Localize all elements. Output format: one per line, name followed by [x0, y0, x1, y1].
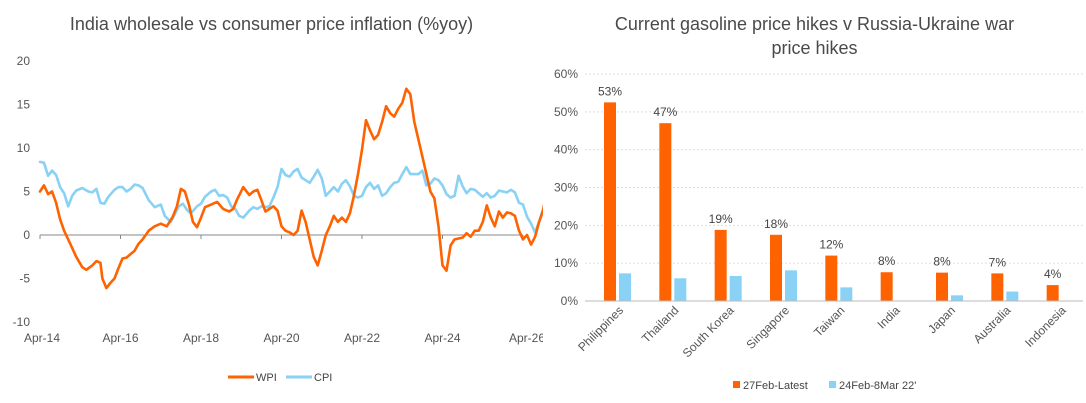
- y-tick-label: -5: [19, 272, 30, 286]
- legend-swatch-war: [829, 381, 836, 388]
- data-label: 7%: [989, 255, 1007, 269]
- y-tick-label: 30%: [554, 181, 578, 195]
- y-tick-label: 0%: [561, 294, 579, 308]
- y-tick-label: 5: [23, 185, 30, 199]
- category-label: Thailand: [639, 303, 681, 345]
- bar-latest-south-korea: [714, 229, 727, 301]
- inflation-line-chart: 20 15 10 5 0 -5 -10 Apr-14 Apr-16 Apr-18 Apr-20 Apr…: [13, 54, 543, 384]
- gasoline-chart-panel: Current gasoline price hikes v Russia-Uk…: [543, 0, 1086, 403]
- bar-latest-indonesia: [1046, 285, 1059, 301]
- legend-label-war: 24Feb-8Mar 22': [839, 380, 916, 392]
- bar-latest-japan: [936, 272, 948, 301]
- series-line-cpi: [38, 160, 543, 234]
- bar-latest-thailand: [659, 123, 672, 301]
- data-label: 4%: [1044, 267, 1062, 281]
- category-label: Singapore: [744, 303, 793, 352]
- x-tick-label: Apr-14: [24, 331, 60, 345]
- data-label: 12%: [819, 238, 843, 252]
- data-label: 8%: [878, 254, 896, 268]
- data-label: 19%: [709, 212, 733, 226]
- x-tick-label: Apr-24: [424, 331, 460, 345]
- y-tick-label: 20: [17, 54, 31, 68]
- chart-title: India wholesale vs consumer price inflat…: [69, 14, 474, 34]
- bar-war-thailand: [674, 278, 687, 301]
- bar-war-philippines: [619, 273, 631, 301]
- category-label: Japan: [925, 303, 958, 336]
- bar-war-singapore: [785, 270, 797, 301]
- x-tick-label: Apr-20: [263, 331, 299, 345]
- y-tick-label: 40%: [554, 143, 578, 157]
- bar-war-south-korea: [729, 276, 742, 301]
- y-tick-label: 10: [17, 141, 31, 155]
- x-tick-label: Apr-16: [102, 331, 138, 345]
- legend-swatch-latest: [733, 381, 740, 388]
- category-label: India: [874, 303, 903, 332]
- y-tick-label: 50%: [554, 105, 578, 119]
- category-label: Philippines: [575, 303, 626, 354]
- category-label: Australia: [971, 303, 1014, 346]
- y-tick-label: 60%: [554, 67, 578, 81]
- data-label: 53%: [598, 84, 622, 98]
- category-label: South Korea: [680, 303, 737, 360]
- category-label: Taiwan: [811, 303, 847, 339]
- y-tick-label: 20%: [554, 218, 578, 232]
- inflation-chart-panel: India wholesale vs consumer price inflat…: [13, 14, 543, 384]
- chart-title: Current gasoline price hikes v Russia-Uk…: [543, 12, 1086, 60]
- y-tick-label: 15: [17, 98, 31, 112]
- series-line-wpi: [38, 87, 543, 290]
- x-tick-label: Apr-18: [183, 331, 219, 345]
- data-label: 47%: [653, 105, 677, 119]
- chart-title-line-2: price hikes: [771, 38, 858, 58]
- bar-war-taiwan: [840, 287, 853, 301]
- gasoline-bar-chart: 60% 50% 40% 30% 20% 10% 0% 53% Philippines 47% Tha…: [554, 67, 1083, 392]
- bar-latest-taiwan: [825, 255, 838, 301]
- bar-war-australia: [1006, 291, 1019, 301]
- legend-label-latest: 27Feb-Latest: [743, 380, 808, 392]
- bar-latest-philippines: [604, 102, 616, 301]
- legend-label-cpi: CPI: [314, 372, 332, 384]
- y-tick-label: 10%: [554, 256, 578, 270]
- legend-label-wpi: WPI: [256, 372, 277, 384]
- bar-latest-singapore: [770, 234, 782, 301]
- chart-title-line-1: Current gasoline price hikes v Russia-Uk…: [614, 14, 1015, 34]
- data-label: 18%: [764, 217, 788, 231]
- y-tick-label: -10: [13, 315, 31, 329]
- category-label: Indonesia: [1022, 303, 1069, 350]
- x-tick-label: Apr-26: [509, 331, 543, 345]
- x-tick-label: Apr-22: [344, 331, 380, 345]
- bar-latest-australia: [991, 273, 1004, 301]
- y-tick-label: 0: [23, 228, 30, 242]
- data-label: 8%: [933, 255, 951, 269]
- bar-latest-india: [880, 272, 893, 301]
- bar-war-japan: [951, 295, 963, 301]
